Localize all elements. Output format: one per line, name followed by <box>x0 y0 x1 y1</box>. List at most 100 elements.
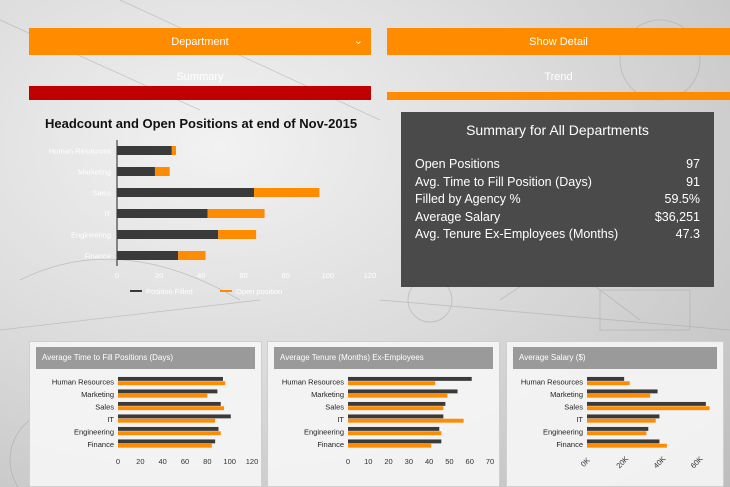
tab-summary-label: Summary <box>176 71 224 83</box>
bar <box>587 431 647 436</box>
show-detail-button[interactable]: Show Detail <box>387 28 730 55</box>
x-tick-label: 20 <box>136 457 144 466</box>
category-label: Finance <box>84 252 111 261</box>
bar <box>348 381 436 386</box>
x-tick-label: 60K <box>689 454 705 470</box>
bar-open <box>178 251 206 260</box>
department-label: Department <box>171 35 229 48</box>
summary-title: Summary for All Departments <box>466 122 649 138</box>
bar-open <box>218 230 257 239</box>
bar <box>118 414 231 419</box>
bar <box>587 426 649 431</box>
bar <box>587 381 630 386</box>
summary-row-label: Average Salary <box>415 209 501 224</box>
bar <box>118 439 216 444</box>
x-tick-label: 40 <box>197 271 205 280</box>
bar-filled <box>117 251 179 260</box>
x-tick-label: 80 <box>281 271 289 280</box>
bar <box>587 414 660 419</box>
bar-filled <box>117 230 219 239</box>
bar <box>587 389 658 394</box>
category-label: Sales <box>95 402 114 411</box>
tab-trend-indicator <box>387 92 730 100</box>
legend-label: Position Filled <box>146 287 193 296</box>
x-tick-label: 50 <box>445 457 453 466</box>
summary-row-value: 97 <box>686 157 700 171</box>
category-label: Human Resources <box>521 377 583 386</box>
x-tick-label: 20K <box>614 454 630 470</box>
category-label: Human Resources <box>49 147 111 156</box>
category-label: Finance <box>87 440 114 449</box>
summary-panel: Summary for All Departments Open Positio… <box>401 112 714 287</box>
tab-summary[interactable]: Summary <box>29 66 371 100</box>
bar <box>348 418 464 423</box>
category-label: Sales <box>92 189 111 198</box>
department-dropdown[interactable]: Department ⌄ <box>29 28 371 55</box>
bar-filled <box>117 146 172 155</box>
category-label: Human Resources <box>52 377 114 386</box>
tenure-title: Average Tenure (Months) Ex-Employees <box>274 347 493 369</box>
bar <box>348 439 442 444</box>
x-tick-label: 0 <box>116 457 120 466</box>
legend-label: Open position <box>236 287 282 296</box>
bar <box>587 401 706 406</box>
summary-row-value: 91 <box>686 174 700 189</box>
x-tick-label: 70 <box>486 457 494 466</box>
headcount-chart: Human Resources Marketing Sales IT Engineeri… <box>49 140 377 296</box>
bar <box>348 426 440 431</box>
main-chart-title: Headcount and Open Positions at end of N… <box>45 116 358 131</box>
bar <box>348 406 444 411</box>
bar <box>587 439 660 444</box>
salary-title: Average Salary ($) <box>513 347 717 369</box>
tab-trend[interactable]: Trend <box>387 66 730 100</box>
category-label: IT <box>337 415 344 424</box>
bar <box>348 393 448 398</box>
category-label: Sales <box>564 402 583 411</box>
x-tick-label: 10 <box>364 457 372 466</box>
summary-row-value: 47.3 <box>675 227 700 241</box>
bar <box>348 443 432 448</box>
bar-open <box>207 209 265 218</box>
salary-panel: Average Salary ($) Human Resources Market… <box>506 341 724 487</box>
bar <box>348 376 472 381</box>
x-tick-label: 60 <box>239 271 247 280</box>
tenure-panel: Average Tenure (Months) Ex-Employees Hum… <box>267 341 500 487</box>
x-tick-label: 120 <box>364 271 377 280</box>
summary-row: Open Positions 97 <box>415 156 700 174</box>
bar <box>118 393 208 398</box>
bar <box>118 389 218 394</box>
summary-row: Avg. Tenure Ex-Employees (Months) 47.3 <box>415 226 700 244</box>
x-tick-label: 20 <box>384 457 392 466</box>
category-label: Marketing <box>311 390 344 399</box>
x-tick-label: 60 <box>466 457 474 466</box>
category-label: Engineering <box>71 231 111 240</box>
x-tick-label: 20 <box>155 271 163 280</box>
bar <box>118 401 221 406</box>
category-label: IT <box>104 210 111 219</box>
bar <box>348 389 458 394</box>
x-tick-label: 40K <box>652 454 668 470</box>
chevron-down-icon: ⌄ <box>353 35 363 47</box>
category-label: Sales <box>325 402 344 411</box>
tab-summary-indicator <box>29 86 371 100</box>
x-tick-label: 0 <box>115 271 119 280</box>
summary-row-label: Avg. Time to Fill Position (Days) <box>415 174 592 189</box>
bar-open <box>171 146 177 155</box>
tenure-chart: Human Resources Marketing Sales IT Engineeri… <box>282 376 494 466</box>
bar <box>587 418 656 423</box>
bar <box>118 426 219 431</box>
x-tick-label: 0K <box>579 456 592 469</box>
bar-filled <box>117 188 255 197</box>
salary-chart: Human Resources Marketing Sales IT Engineeri… <box>521 376 710 470</box>
time-to-fill-panel: Average Time to Fill Positions (Days) Hu… <box>29 341 262 487</box>
x-tick-label: 0 <box>346 457 350 466</box>
bar-open <box>254 188 320 197</box>
category-label: Marketing <box>81 390 114 399</box>
summary-row-value: 59.5% <box>664 192 700 206</box>
category-label: Engineering <box>304 427 344 436</box>
category-label: Finance <box>556 440 583 449</box>
bar <box>118 376 223 381</box>
summary-row: Avg. Time to Fill Position (Days) 91 <box>415 174 700 192</box>
summary-row: Average Salary $36,251 <box>415 209 700 227</box>
category-label: Marketing <box>78 168 111 177</box>
